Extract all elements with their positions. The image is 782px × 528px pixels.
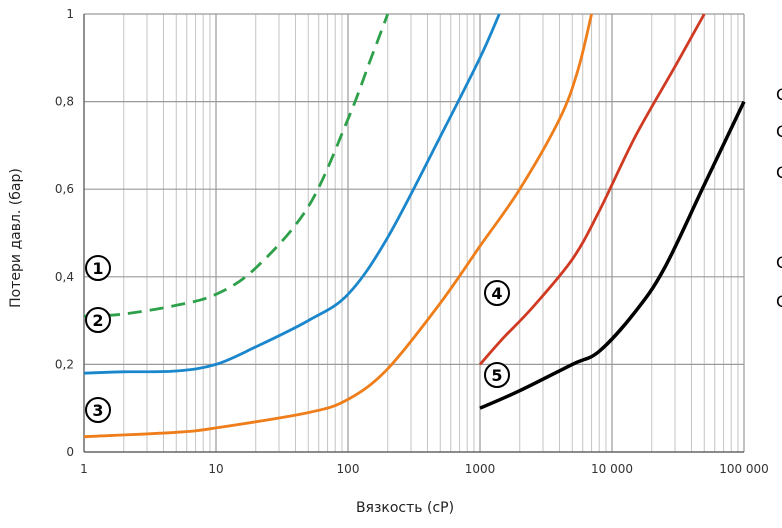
marker-circle-3 — [85, 397, 111, 423]
chart-grid — [83, 13, 745, 453]
series-line-4 — [478, 13, 706, 366]
marker-label-4: 4 — [491, 284, 502, 303]
series-curves — [83, 13, 746, 439]
marker-label-5: 5 — [491, 366, 502, 385]
marker-label-1: 1 — [92, 259, 103, 278]
side-letter: C — [776, 292, 782, 311]
y-tick-label: 0 — [66, 445, 74, 459]
marker-label-3: 3 — [92, 401, 103, 420]
marker-circle-5 — [484, 362, 510, 388]
marker-circle-1 — [85, 255, 111, 281]
x-tick-label: 10 000 — [591, 462, 633, 476]
x-tick-label: 10 — [208, 462, 223, 476]
x-axis-title: Вязкость (cP) — [356, 500, 454, 516]
x-tick-label: 1000 — [465, 462, 496, 476]
y-axis-title: Потери давл. (бар) — [8, 168, 24, 308]
y-tick-label: 0,6 — [55, 182, 74, 196]
series-line-2 — [83, 13, 501, 375]
series-line-3 — [83, 13, 593, 439]
side-letter: C — [776, 122, 782, 141]
x-tick-label: 100 000 — [719, 462, 769, 476]
series-line-5 — [479, 100, 746, 410]
side-letter: C — [776, 253, 782, 272]
y-tick-label: 0,8 — [55, 95, 74, 109]
side-letter: C — [776, 163, 782, 182]
y-tick-label: 1 — [66, 7, 74, 21]
x-tick-label: 100 — [337, 462, 360, 476]
marker-circle-2 — [85, 307, 111, 333]
marker-label-2: 2 — [92, 311, 103, 330]
plot-frame — [83, 14, 744, 453]
series-markers: 1 2 3 4 5 — [85, 255, 510, 423]
y-tick-labels: 0 0,2 0,4 0,6 0,8 1 — [55, 7, 74, 459]
marker-circle-4 — [484, 280, 510, 306]
side-letter: C — [776, 85, 782, 104]
x-tick-labels: 1 10 100 1000 10 000 100 000 — [80, 462, 769, 476]
y-tick-label: 0,4 — [55, 270, 74, 284]
y-tick-label: 0,2 — [55, 357, 74, 371]
x-tick-label: 1 — [80, 462, 88, 476]
series-line-1 — [83, 13, 390, 318]
